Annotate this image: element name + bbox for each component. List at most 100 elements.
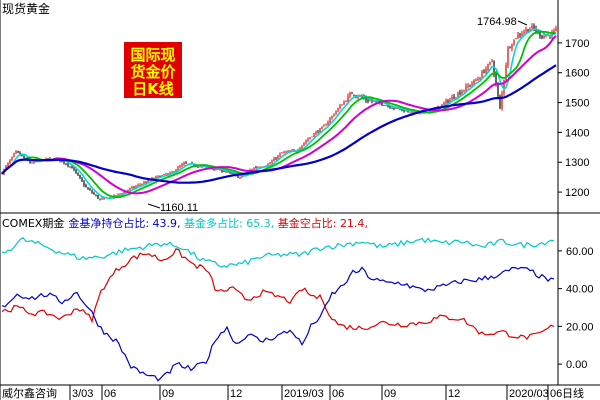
candle-body bbox=[273, 158, 275, 162]
candle-body bbox=[85, 185, 87, 188]
candle-body bbox=[237, 175, 239, 178]
candle-body bbox=[123, 191, 125, 194]
candle-body bbox=[299, 147, 301, 151]
cot-series-net bbox=[1, 266, 555, 382]
candle-body bbox=[193, 164, 195, 166]
candle-body bbox=[445, 100, 447, 103]
candle-body bbox=[79, 175, 81, 179]
max-price-annotation: 1764.98 bbox=[477, 16, 528, 28]
time-tick-label: 2019/03 bbox=[284, 388, 324, 400]
candle-body bbox=[129, 188, 131, 190]
candle-body bbox=[391, 107, 393, 109]
candle-body bbox=[305, 141, 307, 143]
candle-body bbox=[543, 35, 545, 39]
candle-body bbox=[469, 85, 471, 87]
legend-short-sep: , bbox=[364, 217, 368, 230]
candle-body bbox=[345, 101, 347, 103]
candle-body bbox=[103, 197, 105, 199]
legend-long-sep: , bbox=[271, 217, 278, 230]
candle-body bbox=[31, 162, 33, 164]
candle-body bbox=[97, 195, 99, 199]
candle-body bbox=[131, 186, 133, 188]
price-tick-label: 1700 bbox=[565, 38, 589, 50]
candle-body bbox=[227, 171, 229, 172]
legend-short-value: 21.4 bbox=[340, 217, 365, 230]
candle-body bbox=[387, 105, 389, 107]
time-tick-label: 09 bbox=[162, 388, 174, 400]
candle-body bbox=[169, 172, 171, 174]
candle-body bbox=[175, 169, 177, 173]
legend-net-label: 金基净持仓占比: bbox=[68, 216, 152, 230]
candle-body bbox=[15, 150, 17, 154]
candle-body bbox=[215, 168, 217, 170]
candle-body bbox=[507, 47, 509, 66]
candle-body bbox=[497, 84, 499, 96]
time-tick-label: 06 bbox=[332, 388, 344, 400]
candle-body bbox=[13, 153, 15, 157]
candle-body bbox=[213, 168, 215, 170]
candle-body bbox=[279, 153, 281, 156]
candle-body bbox=[503, 79, 505, 94]
candle-body bbox=[367, 99, 369, 102]
candle-body bbox=[145, 182, 147, 184]
candle-body bbox=[275, 158, 277, 160]
time-tick-label: 3/03 bbox=[72, 388, 93, 400]
candle-body bbox=[407, 110, 409, 113]
candle-body bbox=[71, 166, 73, 169]
ma-short-line bbox=[1, 28, 557, 200]
candle-body bbox=[317, 131, 319, 133]
candle-body bbox=[277, 155, 279, 159]
candle-body bbox=[337, 108, 339, 112]
candle-body bbox=[303, 143, 305, 146]
candle-body bbox=[459, 92, 461, 95]
candle-body bbox=[343, 101, 345, 105]
candle-body bbox=[519, 34, 521, 36]
candle-body bbox=[393, 107, 395, 109]
candle-body bbox=[177, 167, 179, 171]
candle-body bbox=[541, 35, 543, 38]
candle-body bbox=[553, 30, 555, 34]
candle-body bbox=[551, 32, 553, 37]
ma-longest-line bbox=[1, 64, 557, 184]
candle-body bbox=[155, 176, 157, 179]
candle-body bbox=[63, 160, 65, 164]
candle-body bbox=[11, 156, 13, 160]
moving-average-layer bbox=[1, 28, 557, 200]
candle-body bbox=[335, 111, 337, 114]
candle-body bbox=[255, 167, 257, 169]
candle-body bbox=[287, 151, 289, 152]
candle-body bbox=[171, 171, 173, 173]
candle-body bbox=[269, 162, 271, 165]
legend-long-label: 基金多占比: bbox=[184, 216, 246, 230]
price-tick-label: 1200 bbox=[565, 187, 589, 199]
candle-body bbox=[455, 97, 457, 99]
candle-body bbox=[117, 193, 119, 196]
candle-body bbox=[327, 121, 329, 125]
candle-body bbox=[505, 64, 507, 81]
candle-body bbox=[281, 152, 283, 154]
candle-body bbox=[477, 79, 479, 80]
candle-body bbox=[121, 193, 123, 195]
candle-body bbox=[485, 68, 487, 74]
min-price-pointer bbox=[147, 203, 161, 209]
candle-body bbox=[525, 29, 527, 32]
candle-body bbox=[383, 104, 385, 106]
footer-period: 日线 bbox=[562, 386, 584, 400]
candle-body bbox=[513, 39, 515, 45]
candle-body bbox=[19, 152, 21, 156]
candle-body bbox=[83, 181, 85, 186]
candle-body bbox=[369, 100, 371, 102]
candle-body bbox=[239, 177, 241, 179]
candle-body bbox=[499, 95, 501, 108]
cot-series-short bbox=[1, 248, 555, 341]
candle-body bbox=[99, 198, 101, 200]
candle-body bbox=[143, 182, 145, 184]
time-tick-label: 12 bbox=[448, 388, 460, 400]
cot-tick-label: 40.00 bbox=[566, 284, 594, 296]
candle-body bbox=[491, 60, 493, 62]
candle-body bbox=[17, 150, 19, 153]
candle-body bbox=[323, 125, 325, 127]
price-tick-label: 1400 bbox=[565, 127, 589, 139]
candle-body bbox=[381, 102, 383, 105]
cot-legend: COMEX期金 金基净持仓占比: 43.9, 基金多占比: 65.3, 基金空占比… bbox=[2, 216, 368, 230]
